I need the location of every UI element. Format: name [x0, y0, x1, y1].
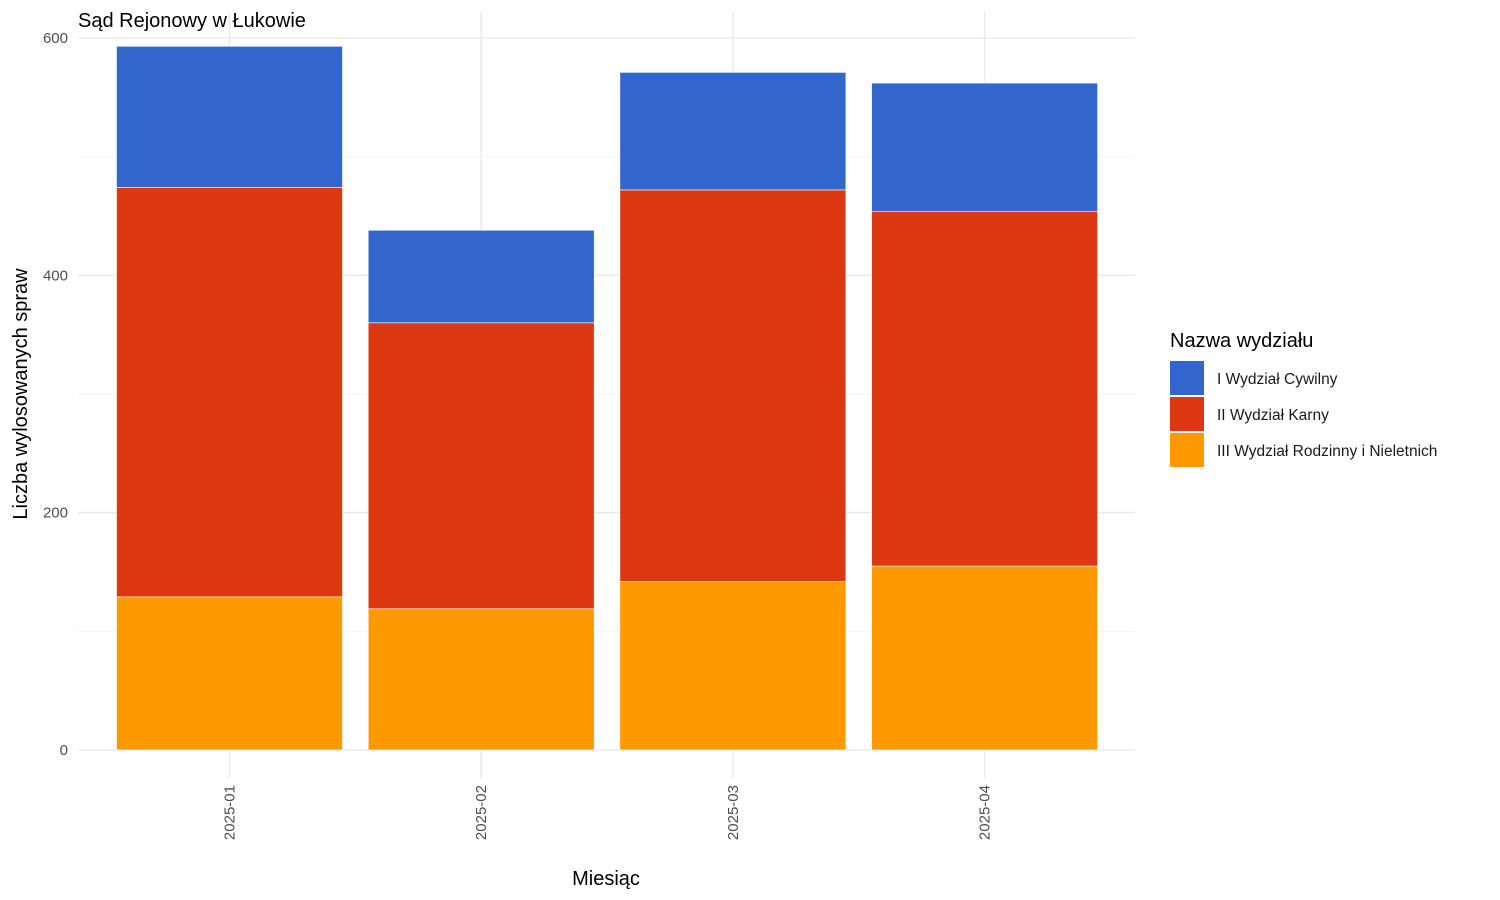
- bars: [116, 46, 1098, 751]
- x-axis-ticks: 2025-01 2025-02 2025-03 2025-04: [222, 785, 994, 840]
- bar-segment: [367, 608, 595, 751]
- bar-segment: [367, 322, 595, 610]
- bar-segment: [871, 565, 1098, 751]
- y-tick-label: 600: [43, 30, 68, 47]
- x-tick-label: 2025-03: [725, 785, 742, 840]
- legend-label: I Wydział Cywilny: [1217, 371, 1338, 388]
- y-tick-label: 200: [43, 505, 68, 522]
- bar-segment: [619, 189, 847, 582]
- bar-segment: [871, 210, 1098, 567]
- y-axis-title: Liczba wylosowanych spraw: [10, 268, 32, 520]
- bar-segment: [871, 82, 1098, 212]
- x-tick-label: 2025-04: [977, 785, 994, 840]
- bar-segment: [619, 72, 847, 191]
- bar-segment: [116, 46, 343, 188]
- x-tick-label: 2025-01: [222, 785, 239, 840]
- x-tick-label: 2025-02: [473, 785, 490, 840]
- y-tick-label: 400: [43, 267, 68, 284]
- legend-swatch: [1170, 433, 1204, 467]
- legend-label: III Wydział Rodzinny i Nieletnich: [1217, 443, 1437, 460]
- legend-swatch: [1170, 361, 1204, 395]
- legend-title: Nazwa wydziału: [1170, 330, 1313, 352]
- bar-segment: [367, 229, 595, 324]
- legend-label: II Wydział Karny: [1217, 407, 1329, 424]
- legend: Nazwa wydziału I Wydział Cywilny II Wydzi…: [1170, 330, 1437, 467]
- y-axis-ticks: 0 200 400 600: [43, 30, 68, 759]
- bar-segment: [116, 596, 343, 751]
- bar-segment: [116, 187, 343, 598]
- legend-swatch: [1170, 397, 1204, 431]
- chart-title: Sąd Rejonowy w Łukowie: [78, 10, 306, 32]
- x-axis-title: Miesiąc: [572, 868, 640, 890]
- bar-segment: [619, 581, 847, 751]
- legend-items: I Wydział Cywilny II Wydział Karny III Wyd…: [1170, 361, 1437, 467]
- y-tick-label: 0: [60, 742, 68, 759]
